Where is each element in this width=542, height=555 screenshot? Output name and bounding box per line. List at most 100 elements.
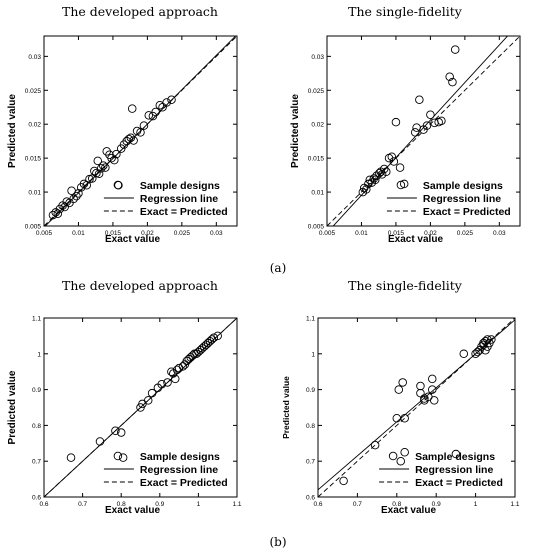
chart-4-legend-marker (388, 451, 398, 461)
chart-4-legend-label: Sample designs (415, 451, 495, 463)
chart-4-point (398, 378, 407, 387)
chart-3-legend-label: Sample designs (140, 451, 220, 463)
chart-2-x-tick-label: 0.01 (355, 230, 368, 237)
chart-3-y-tick-label: 1 (37, 351, 41, 358)
chart-1-x-tick-label: 0.01 (72, 230, 85, 237)
chart-3-y-tick-label: 1.1 (32, 316, 41, 323)
chart-4-point (416, 388, 425, 398)
chart-1-exact-line (44, 36, 237, 226)
chart-3-point (116, 428, 126, 437)
chart-2-point (422, 121, 432, 130)
chart-2-legend-marker (396, 180, 406, 190)
chart-3-plot-frame (43, 317, 238, 498)
chart-3-point (118, 453, 128, 462)
chart-4-point (339, 476, 348, 486)
chart-4-y-axis-label: Predicted value (281, 376, 291, 439)
chart-1-legend-label: Regression line (140, 193, 218, 205)
chart-2-point (389, 157, 399, 166)
chart-2-y-tick-label: 0.02 (311, 122, 324, 129)
chart-2-legend-label: Regression line (423, 193, 501, 205)
chart-2-point (369, 174, 379, 183)
chart-1-point (167, 95, 176, 105)
chart-3-x-axis-label: Exact value (105, 505, 160, 516)
chart-3-point (95, 437, 105, 446)
chart-1-point (162, 98, 171, 107)
chart-4-point (392, 413, 402, 423)
chart-1-y-tick-label: 0.015 (25, 156, 42, 163)
chart-3-x-tick-label: 0.8 (117, 501, 126, 508)
chart-4-point (481, 345, 490, 355)
chart-1-x-tick-label: 0.02 (141, 230, 154, 237)
chart-1-point (93, 156, 103, 166)
chart-1-point (72, 191, 81, 201)
chart-2-y-tick-label: 0.03 (311, 54, 324, 61)
chart-1-point (129, 136, 138, 145)
chart-1-point (144, 111, 154, 120)
chart-1-point (99, 161, 108, 170)
chart-2-x-tick-label: 0.03 (493, 230, 506, 237)
chart-4-point (459, 349, 469, 359)
chart-3-y-axis-label: Predicted value (7, 370, 18, 444)
chart-3-x-tick-label: 1.1 (232, 501, 241, 508)
chart-2-point (376, 167, 386, 176)
chart-2-y-tick-label: 0.025 (308, 88, 325, 95)
chart-4-x-tick-label: 1.1 (510, 501, 519, 508)
chart-4-x-tick-label: 0.7 (353, 501, 362, 508)
chart-4-exact-line (318, 318, 515, 497)
chart-1-point (69, 194, 78, 204)
chart-3-y-tick-label: 0.7 (32, 459, 41, 466)
chart-2-title: The single-fidelity (348, 4, 463, 19)
chart-1-y-tick-label: 0.025 (25, 88, 42, 95)
chart-4-legend-label: Exact = Predicted (415, 477, 503, 489)
chart-4-plot-frame (317, 317, 516, 498)
chart-2-y-axis-label: Predicted value (290, 94, 301, 168)
chart-3-legend-label: Exact = Predicted (140, 477, 228, 489)
chart-1-point (112, 149, 121, 159)
chart-1-point (126, 133, 136, 143)
chart-4-x-tick-label: 0.9 (432, 501, 441, 508)
subfigure-label-b: (b) (269, 535, 286, 549)
chart-1-legend-marker (113, 180, 123, 190)
chart-3-point (66, 453, 76, 462)
chart-1-x-tick-label: 0.015 (105, 230, 122, 237)
chart-1-x-axis-label: Exact value (105, 234, 160, 245)
chart-2-point (448, 77, 457, 87)
chart-2-x-axis-label: Exact value (388, 234, 443, 245)
chart-1-point (151, 107, 160, 117)
chart-4-y-tick-label: 0.7 (306, 459, 315, 466)
chart-4-point (451, 449, 461, 459)
chart-2-point (415, 95, 424, 105)
chart-2: The single-fidelity 0.005 0.01 0.015 0.02 0.0… (290, 4, 521, 245)
chart-4-y-tick-label: 1 (311, 351, 315, 358)
chart-1-point (136, 128, 145, 137)
chart-1-y-tick-label: 0.03 (28, 54, 41, 61)
chart-4-x-tick-label: 1 (474, 501, 478, 508)
chart-1-point (94, 169, 104, 178)
chart-4-x-tick-label: 0.6 (313, 501, 322, 508)
chart-4-point (424, 392, 433, 402)
chart-2-point (410, 128, 420, 137)
chart-2-point (399, 179, 409, 189)
chart-4-y-tick-label: 0.9 (306, 387, 315, 394)
chart-3: The developed approach 0.6 0.7 0.8 0.9 1 1.1 0.… (7, 278, 242, 516)
chart-2-legend-label: Exact = Predicted (423, 206, 511, 218)
chart-2-x-tick-label: 0.015 (388, 230, 405, 237)
chart-1-point (127, 104, 137, 113)
chart-4-x-tick-label: 0.8 (392, 501, 401, 508)
chart-2-exact-line (327, 36, 520, 226)
chart-3-title: The developed approach (62, 278, 218, 293)
chart-4-point (370, 440, 380, 450)
chart-2-point (382, 167, 391, 176)
chart-1-x-tick-label: 0.025 (174, 230, 191, 237)
chart-4-y-tick-label: 0.8 (306, 423, 315, 430)
chart-4-title: The single-fidelity (348, 278, 463, 293)
chart-4: The single-fidelity 0.6 0.7 0.8 0.9 1 1.1 0.6 0.… (281, 278, 520, 516)
chart-2-x-tick-label: 0.025 (457, 230, 474, 237)
chart-1-point (139, 121, 149, 130)
chart-3-x-tick-label: 1 (197, 501, 201, 508)
chart-1-point (110, 155, 119, 165)
chart-3-y-tick-label: 0.6 (32, 495, 41, 502)
chart-1-x-tick-label: 0.005 (36, 230, 53, 237)
